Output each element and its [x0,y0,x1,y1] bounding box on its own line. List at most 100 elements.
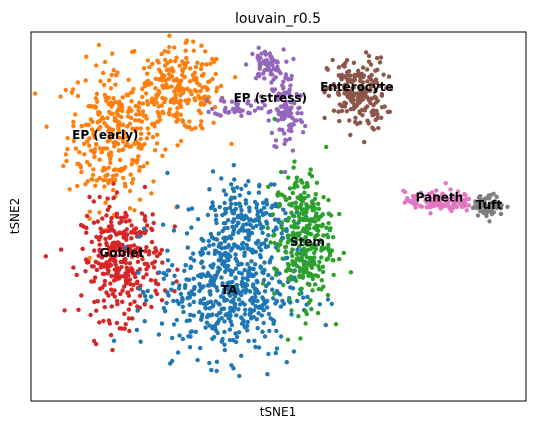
data-point [351,97,356,102]
data-point [131,86,136,92]
data-point [494,205,499,211]
data-point [327,253,333,258]
data-point [145,71,150,76]
data-point [151,265,157,270]
data-point [178,291,184,297]
data-point [157,270,162,275]
data-point [312,205,317,210]
data-point [295,184,300,189]
data-point [225,236,230,241]
data-point [331,108,337,113]
data-point [254,205,259,210]
data-point [71,138,77,144]
data-point [403,189,408,195]
data-point [217,241,222,246]
data-point [100,168,105,173]
data-point [225,225,230,231]
data-point [163,78,168,83]
data-point [145,99,150,104]
data-point [82,141,87,146]
data-point [257,182,262,188]
data-point [96,237,102,242]
data-point [310,288,315,293]
data-point [231,297,236,302]
data-point [219,316,224,321]
data-point [246,246,252,251]
data-point [200,85,205,90]
data-point [198,89,203,94]
data-point [259,313,264,318]
data-point [102,278,108,284]
data-point [71,119,76,125]
data-point [87,255,92,261]
data-point [63,87,68,93]
data-point [289,203,294,208]
data-point [287,196,292,201]
data-point [117,231,122,236]
data-point [234,334,240,340]
data-point [359,85,365,90]
data-point [137,234,142,239]
data-point [138,126,143,131]
data-point [296,314,301,319]
data-point [104,242,110,248]
data-point [110,173,116,179]
data-point [286,175,291,180]
data-point [256,290,262,296]
data-point [223,192,229,197]
data-point [218,310,223,315]
data-point [229,201,234,207]
data-point [87,209,93,214]
data-point [118,215,124,221]
data-point [116,129,122,134]
data-point [167,112,172,117]
data-point [314,225,319,231]
data-point [284,360,289,365]
data-point [129,230,134,235]
data-point [32,91,38,96]
data-point [65,147,70,152]
data-point [193,64,199,70]
data-point [200,251,206,256]
data-point [282,169,288,175]
data-point [247,209,252,214]
data-point [336,109,341,114]
data-point [145,288,150,294]
data-point [316,264,321,269]
data-point [259,94,264,99]
data-point [180,118,185,123]
data-point [307,222,312,227]
data-point [128,90,134,95]
data-point [174,55,179,60]
data-point [165,170,170,176]
data-point [326,221,331,226]
data-point [267,328,272,334]
data-point [173,59,178,64]
data-point [98,226,103,231]
data-point [142,261,147,266]
data-point [124,227,129,232]
data-point [226,263,231,269]
data-point [148,294,154,299]
data-point [209,204,215,209]
data-point [272,266,277,271]
data-point [108,332,114,338]
data-point [70,87,76,92]
data-point [309,274,315,279]
data-point [355,121,360,127]
data-point [75,80,81,85]
series-ep-stress [204,45,308,175]
data-point [87,162,93,168]
data-point [102,59,108,65]
data-point [129,287,134,292]
data-point [233,294,238,299]
data-point [289,224,294,229]
data-point [240,300,245,305]
data-point [93,183,98,188]
data-point [308,167,313,172]
data-point [337,102,343,107]
data-point [107,78,112,83]
data-point [124,237,129,242]
data-point [464,208,469,213]
data-point [505,204,510,209]
